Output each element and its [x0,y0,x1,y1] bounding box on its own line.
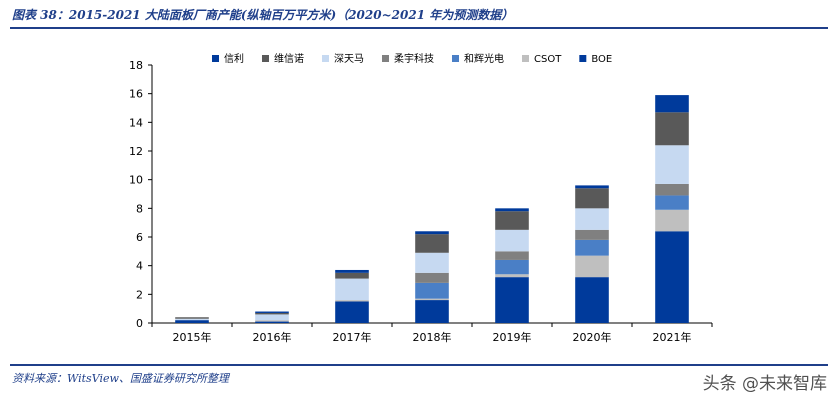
y-tick-label: 6 [136,231,143,244]
bar-segment [655,231,689,323]
bar-segment [415,300,449,323]
bar-segment [175,318,209,321]
y-tick-label: 14 [129,116,143,129]
legend-item: 柔宇科技 [382,52,434,65]
bar-segment [575,229,609,240]
chart-legend: 信利 维信诺 深天马 柔宇科技 和辉光电 CSOT BOE [212,52,612,65]
bar-segment [175,317,209,319]
bar-segment [415,234,449,253]
y-tick-label: 8 [136,202,143,215]
bar-segment [335,269,369,273]
bar-segment [655,95,689,113]
y-tick-label: 12 [129,145,143,158]
bar-segment [495,251,529,260]
bar-segment [495,259,529,275]
bar-segment [495,208,529,212]
legend-item: 深天马 [322,53,364,65]
bar-segment [415,282,449,299]
bar-segment [655,145,689,184]
legend-swatch [382,55,389,62]
chart-axes: 0 2 4 6 8 10 12 14 16 18 2015年 2016年 2017年 2018年 2019年… [129,59,713,344]
y-tick-label: 16 [129,88,143,101]
x-tick-label: 2015年 [173,330,212,344]
bar-segment [415,272,449,283]
x-tick-label: 2019年 [493,330,532,344]
legend-label: 信利 [224,53,244,65]
legend-swatch [522,55,529,62]
bar-segment [495,211,529,230]
legend-label: CSOT [534,54,562,65]
chart-bars [175,95,689,323]
legend-item: 和辉光电 [452,52,504,65]
y-tick-label: 2 [136,288,143,301]
bar-segment [415,252,449,273]
bar-segment [575,255,609,278]
y-tick-label: 10 [129,174,143,187]
bar-segment [655,112,689,146]
bar-segment [175,320,209,323]
bar-segment [575,239,609,256]
x-tick-label: 2020年 [573,330,612,344]
x-tick-label: 2018年 [413,330,452,344]
bar-segment [255,321,289,323]
x-tick-label: 2017年 [333,330,372,344]
y-tick-label: 0 [136,317,143,330]
bar-segment [575,188,609,209]
bar-segment [495,274,529,278]
bar-segment [655,209,689,232]
bar-segment [495,277,529,323]
bar-segment [335,278,369,301]
bar-segment [335,300,369,302]
legend-swatch [262,55,269,62]
legend-item: BOE [579,54,612,65]
y-tick-label: 4 [136,260,143,273]
legend-swatch [452,55,459,62]
bar-segment [415,231,449,235]
x-tick-label: 2021年 [653,330,692,344]
bar-segment [575,185,609,189]
bar-segment [335,272,369,279]
bar-segment [255,320,289,322]
figure-title: 图表 38：2015-2021 大陆面板厂商产能(纵轴百万平方米)（2020~2… [12,8,514,22]
source-rule [10,364,828,366]
bar-segment [655,195,689,210]
legend-item: 信利 [212,53,244,65]
legend-label: 深天马 [334,53,364,65]
title-rule [10,27,828,29]
legend-item: 维信诺 [262,52,304,65]
bar-segment [255,314,289,321]
legend-item: CSOT [522,54,562,65]
legend-label: 和辉光电 [464,52,504,65]
legend-label: 柔宇科技 [394,52,434,65]
bar-segment [655,183,689,196]
legend-label: 维信诺 [274,52,304,65]
bar-segment [575,277,609,323]
y-tick-label: 18 [129,59,143,72]
source-note: 资料来源：WitsView、国盛证券研究所整理 [12,372,229,385]
legend-swatch [579,55,587,62]
bar-segment [415,298,449,301]
bar-segment [255,311,289,313]
bar-segment [495,229,529,252]
legend-swatch [212,55,219,62]
bar-segment [255,312,289,315]
bar-segment [335,301,369,323]
x-tick-label: 2016年 [253,330,292,344]
legend-label: BOE [591,54,612,65]
watermark: 头条 @未来智库 [702,374,827,394]
bar-segment [575,208,609,230]
legend-swatch [322,55,329,62]
